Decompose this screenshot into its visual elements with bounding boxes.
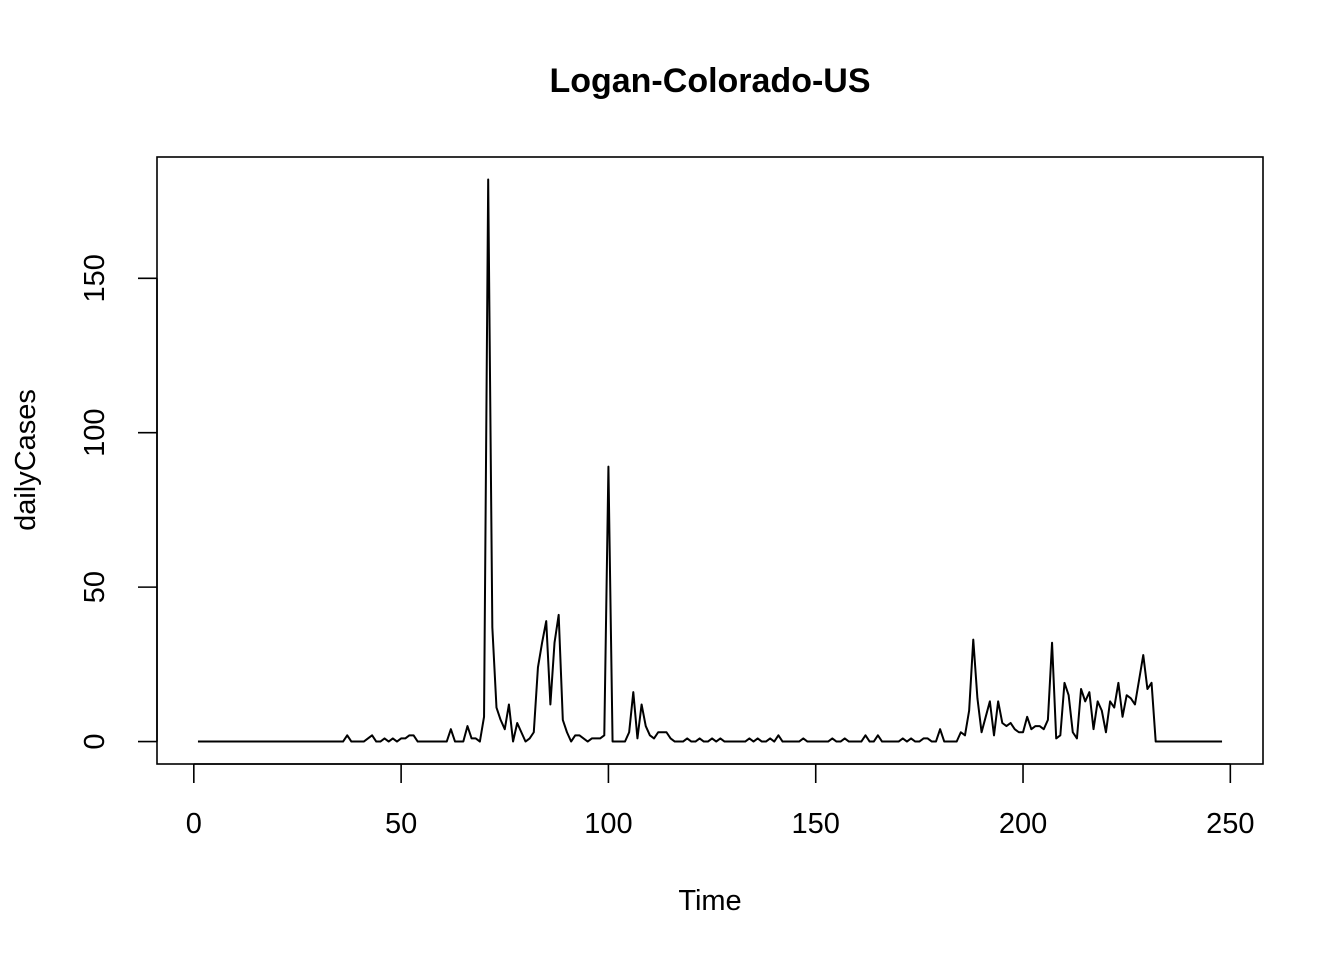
y-tick-label: 50 [79, 571, 111, 603]
chart-title: Logan-Colorado-US [549, 62, 870, 100]
plot-frame [156, 156, 1264, 765]
y-tick-label: 100 [79, 409, 111, 457]
y-axis: 0 50 100 150 [79, 254, 158, 750]
y-tick-label: 0 [79, 733, 111, 749]
x-tick-label: 100 [584, 808, 632, 840]
y-axis-label: dailyCases [10, 389, 42, 531]
x-tick-label: 50 [385, 808, 417, 840]
x-tick-label: 250 [1206, 808, 1254, 840]
x-tick-label: 150 [792, 808, 840, 840]
y-tick-label: 150 [79, 254, 111, 302]
x-tick-label: 0 [186, 808, 202, 840]
x-axis-label: Time [678, 885, 741, 917]
x-axis: 0 50 100 150 200 250 [186, 763, 1255, 840]
series-line [197, 178, 1223, 743]
x-tick-label: 200 [999, 808, 1047, 840]
